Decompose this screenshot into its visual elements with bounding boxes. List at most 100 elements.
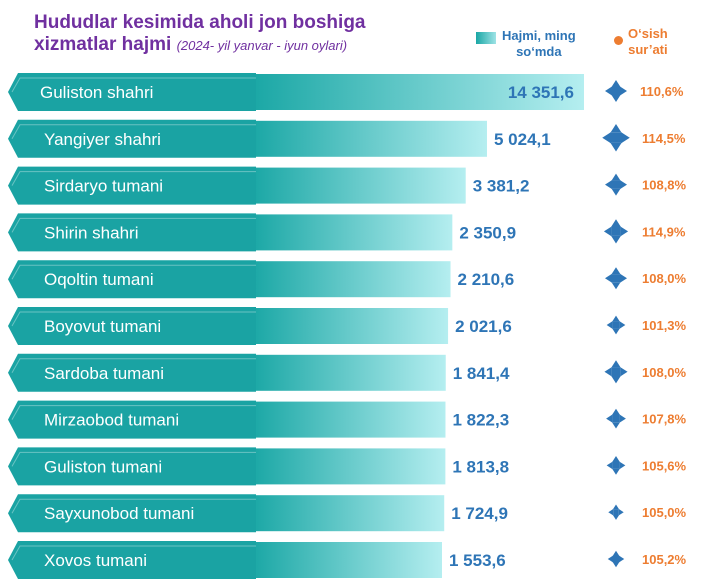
value-label: 1 822,3 (452, 411, 509, 430)
category-tab-highlight (11, 77, 256, 93)
legend-growth-dot (614, 36, 623, 45)
category-tab (8, 400, 256, 439)
category-tab-highlight (11, 405, 256, 420)
value-label: 1 813,8 (452, 457, 509, 476)
bar (252, 214, 453, 251)
category-label: Mirzaobod tumani (44, 411, 179, 430)
growth-label: 101,3% (642, 318, 687, 333)
bar-row: Xovos tumani 1 553,6 105,2% (8, 541, 687, 579)
growth-label: 105,6% (642, 458, 687, 473)
growth-label: 107,8% (642, 412, 687, 427)
category-label: Shirin shahri (44, 223, 139, 242)
category-tab (8, 353, 256, 392)
growth-label: 114,9% (642, 224, 686, 239)
four-way-arrow-icon (605, 173, 627, 196)
category-tab (8, 541, 256, 579)
category-tab-highlight (11, 264, 256, 280)
bar (252, 542, 442, 578)
legend-growth-line-2: sur’ati (628, 42, 668, 57)
category-label: Sirdaryo tumani (44, 177, 163, 196)
bar-row: Boyovut tumani 2 021,6 101,3% (8, 307, 687, 345)
category-tab (8, 213, 256, 252)
bar (252, 401, 446, 438)
four-way-arrow-icon (608, 504, 624, 520)
value-label: 2 210,6 (458, 270, 515, 289)
four-way-arrow-icon (603, 219, 629, 244)
legend-volume-swatch (476, 32, 496, 44)
bar-row: Guliston shahri 14 351,6 110,6% (8, 73, 684, 111)
chart-title: Hududlar kesimida aholi jon boshiga xizm… (34, 12, 454, 57)
title-line-2-wrap: xizmatlar hajmi (2024- yil yanvar - iyun… (34, 34, 454, 57)
title-line-2: xizmatlar hajmi (34, 34, 172, 55)
category-tab (8, 307, 256, 345)
four-way-arrow-icon (606, 315, 626, 335)
category-tab (8, 73, 256, 111)
category-label: Sayxunobod tumani (44, 504, 194, 523)
bar-row: Guliston tumani 1 813,8 105,6% (8, 447, 687, 486)
legend-volume-line-1: Hajmi, ming (502, 28, 576, 43)
bar (252, 495, 445, 532)
bar (252, 167, 466, 204)
four-way-arrow-icon (605, 80, 627, 102)
legend-growth: O‘sish sur’ati (614, 26, 668, 58)
category-tab (8, 119, 256, 158)
value-label: 1 724,9 (451, 504, 508, 523)
bar (252, 308, 449, 344)
four-way-arrow-icon (606, 408, 626, 429)
bar (252, 354, 446, 391)
bar-row: Shirin shahri 2 350,9 114,9% (8, 213, 686, 252)
value-label: 14 351,6 (508, 83, 574, 102)
category-tab (8, 166, 256, 205)
category-label: Sardoba tumani (44, 364, 164, 383)
four-way-arrow-icon (605, 267, 627, 290)
bar (252, 448, 446, 485)
legend-growth-line-1: O‘sish (628, 26, 668, 41)
category-tab (8, 447, 256, 486)
bar-row: Sayxunobod tumani 1 724,9 105,0% (8, 494, 687, 533)
four-way-arrow-icon (606, 456, 626, 475)
category-label: Guliston tumani (44, 457, 162, 476)
growth-label: 105,0% (642, 505, 687, 520)
category-tab (8, 260, 256, 299)
category-tab-highlight (11, 311, 256, 327)
legend-volume: Hajmi, ming so‘mda (476, 28, 576, 60)
bar (252, 261, 451, 298)
bar (252, 74, 584, 110)
title-line-1: Hududlar kesimida aholi jon boshiga (34, 12, 366, 33)
category-label: Oqoltin tumani (44, 270, 154, 289)
bar (252, 120, 487, 157)
bar-row: Sirdaryo tumani 3 381,2 108,8% (8, 166, 687, 205)
category-label: Xovos tumani (44, 551, 147, 570)
category-label: Boyovut tumani (44, 317, 161, 336)
four-way-arrow-icon (604, 360, 628, 384)
category-tab-highlight (11, 217, 256, 233)
growth-label: 108,0% (642, 365, 687, 380)
category-tab-highlight (11, 545, 256, 561)
category-tab-highlight (11, 358, 256, 374)
category-tab-highlight (11, 498, 256, 514)
bar-row: Oqoltin tumani 2 210,6 108,0% (8, 260, 687, 299)
legend-volume-line-2: so‘mda (516, 44, 562, 59)
value-label: 3 381,2 (473, 177, 530, 196)
category-label: Yangiyer shahri (44, 130, 161, 149)
value-label: 2 021,6 (455, 317, 512, 336)
four-way-arrow-icon (602, 124, 630, 152)
growth-label: 108,8% (642, 178, 687, 193)
value-label: 2 350,9 (459, 223, 516, 242)
value-label: 1 553,6 (449, 551, 506, 570)
legend-growth-text: O‘sish sur’ati (628, 26, 668, 58)
growth-label: 105,2% (642, 552, 687, 567)
bar-row: Sardoba tumani 1 841,4 108,0% (8, 353, 687, 392)
growth-label: 108,0% (642, 271, 687, 286)
category-tab-highlight (11, 171, 256, 186)
value-label: 1 841,4 (453, 364, 510, 383)
category-tab (8, 494, 256, 533)
growth-label: 114,5% (642, 131, 686, 146)
subtitle: (2024- yil yanvar - iyun oylari) (176, 38, 348, 53)
category-label: Guliston shahri (40, 83, 153, 102)
value-label: 5 024,1 (494, 130, 551, 149)
category-tab-highlight (11, 124, 256, 140)
four-way-arrow-icon (607, 550, 625, 568)
bar-row: Yangiyer shahri 5 024,1 114,5% (8, 119, 686, 158)
